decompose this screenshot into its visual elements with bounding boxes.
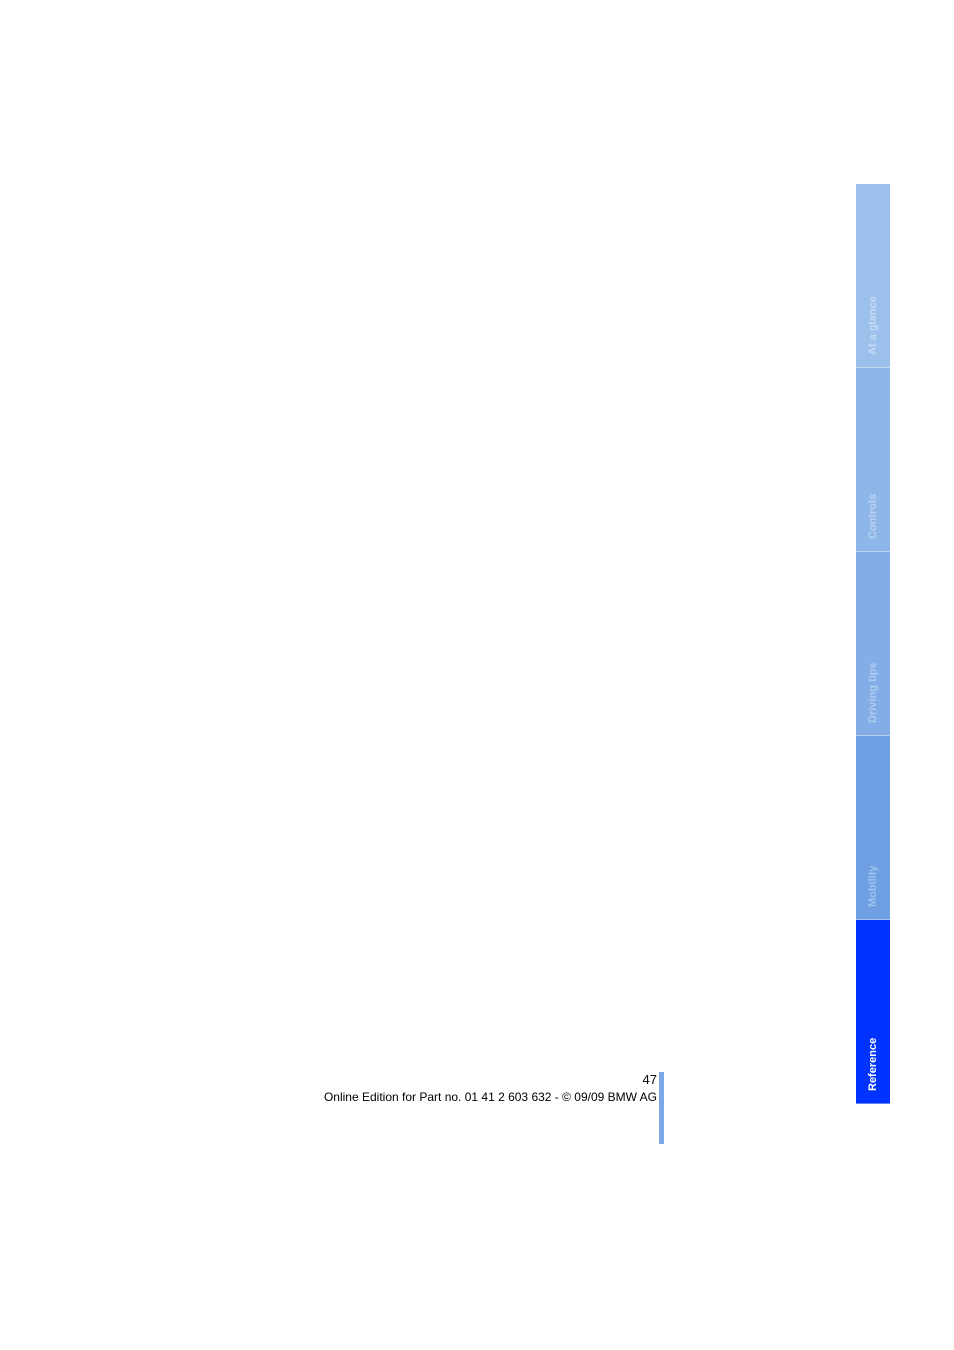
side-tabs: At a glance Controls Driving tips Mobili… xyxy=(856,184,890,1104)
tab-label: Mobility xyxy=(867,865,879,907)
tab-label: Driving tips xyxy=(867,662,879,723)
tab-label: Reference xyxy=(867,1038,879,1091)
page-content: 47 Online Edition for Part no. 01 41 2 6… xyxy=(0,0,954,1350)
tab-label: Controls xyxy=(867,494,879,539)
tab-mobility[interactable]: Mobility xyxy=(856,736,890,920)
tab-controls[interactable]: Controls xyxy=(856,368,890,552)
tab-at-a-glance[interactable]: At a glance xyxy=(856,184,890,368)
tab-driving-tips[interactable]: Driving tips xyxy=(856,552,890,736)
tab-reference[interactable]: Reference xyxy=(856,920,890,1104)
footer-text: Online Edition for Part no. 01 41 2 603 … xyxy=(324,1090,657,1104)
page-marker xyxy=(659,1072,664,1144)
page-number: 47 xyxy=(643,1072,657,1087)
tab-label: At a glance xyxy=(867,296,879,355)
